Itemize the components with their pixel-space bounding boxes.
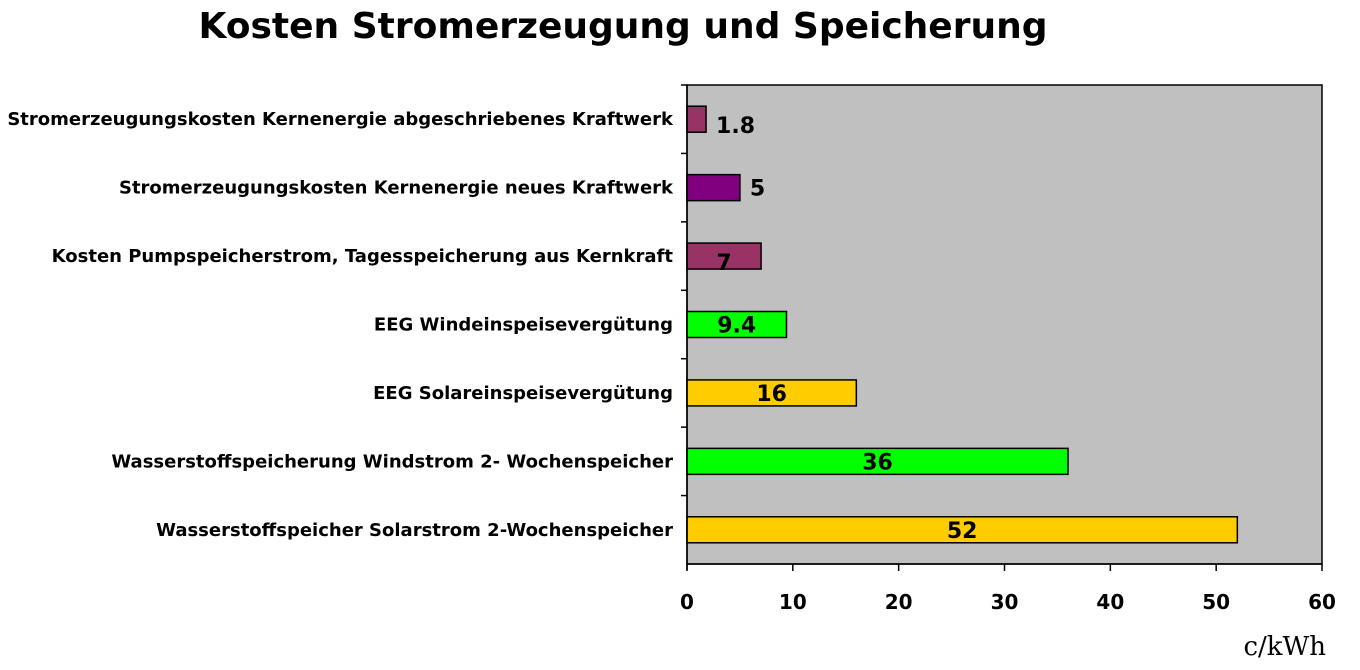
x-tick-label: 30	[991, 590, 1019, 614]
axes-layer	[681, 84, 1323, 571]
bar	[686, 310, 788, 339]
x-tick-label: 20	[885, 590, 913, 614]
chart-title: Kosten Stromerzeugung und Speicherung	[198, 6, 1047, 47]
plot-area	[686, 84, 1323, 565]
category-labels: Stromerzeugungskosten Kernenergie abgesc…	[7, 109, 674, 541]
x-tick-label: 40	[1096, 590, 1124, 614]
bars-layer	[686, 105, 1239, 544]
category-label: Stromerzeugungskosten Kernenergie abgesc…	[7, 109, 674, 130]
x-tick-label: 50	[1202, 590, 1230, 614]
data-label: 5	[750, 177, 765, 202]
x-tick-labels: 0 10 20 30 40 50 60	[680, 590, 1336, 614]
bar	[686, 173, 741, 202]
category-label: Stromerzeugungskosten Kernenergie neues …	[119, 178, 674, 199]
bar	[686, 105, 707, 133]
unit-label: c/kWh	[1243, 632, 1326, 662]
data-label: 7	[716, 251, 731, 276]
data-label: 1.8	[716, 114, 755, 139]
bar	[686, 516, 1239, 544]
x-tick-label: 60	[1308, 590, 1336, 614]
category-label: EEG Solareinspeisevergütung	[373, 383, 673, 404]
data-label: 52	[947, 519, 978, 544]
category-label: Wasserstoffspeicher Solarstrom 2-Wochens…	[156, 520, 673, 541]
bar	[686, 242, 762, 270]
x-tick-label: 0	[680, 590, 694, 614]
data-label: 36	[862, 450, 893, 475]
category-label: EEG Windeinspeisevergütung	[374, 315, 673, 336]
category-label: Wasserstoffspeicherung Windstrom 2- Woch…	[111, 451, 673, 472]
x-tick-label: 10	[779, 590, 807, 614]
bar	[686, 447, 1069, 476]
bar	[686, 379, 858, 407]
category-label: Kosten Pumpspeicherstrom, Tagesspeicheru…	[52, 246, 674, 267]
data-label: 16	[756, 382, 787, 407]
data-labels: 1.8 5 7 9.4 16 36 52	[716, 114, 977, 544]
data-label: 9.4	[717, 314, 756, 339]
